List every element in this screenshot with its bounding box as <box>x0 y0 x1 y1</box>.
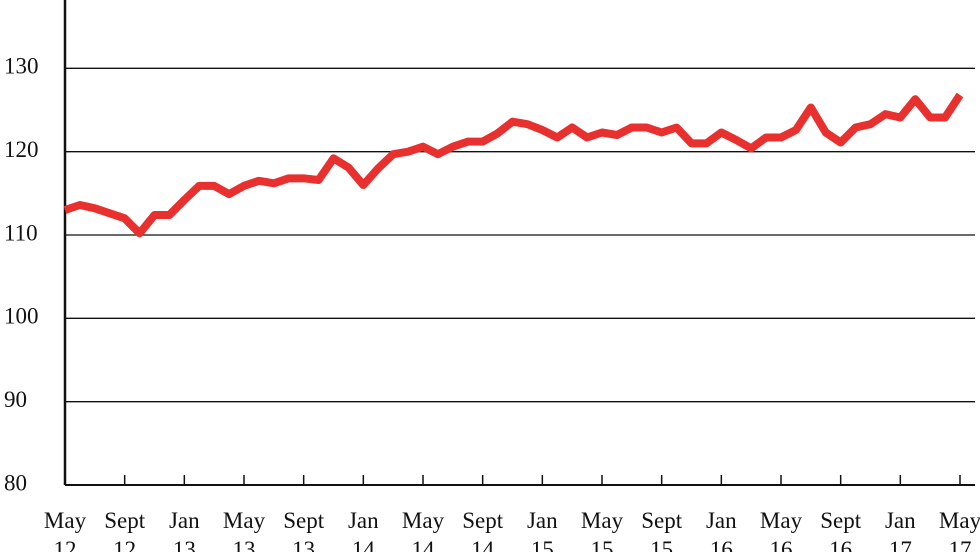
x-tick-label: Jan 15 <box>526 508 558 552</box>
x-tick-label: Sept 15 <box>641 508 683 552</box>
y-tick-label: 80 <box>4 470 27 495</box>
y-tick-label: 90 <box>4 387 27 412</box>
y-tick-label: 100 <box>4 304 39 329</box>
x-tick-label: Sept 12 <box>104 508 146 552</box>
x-tick-label: Sept 16 <box>820 508 862 552</box>
x-tick-label: Jan 17 <box>884 508 916 552</box>
x-tick-label: May 14 <box>401 508 445 552</box>
x-tick-label: Sept 13 <box>283 508 325 552</box>
x-tick-label: Sept 14 <box>462 508 504 552</box>
data-line <box>63 92 964 238</box>
y-tick-label: 110 <box>4 220 38 245</box>
y-tick-label: 120 <box>4 137 39 162</box>
y-tick-label: 130 <box>4 54 39 79</box>
x-tick-label: Jan 13 <box>168 508 200 552</box>
x-tick-label: Jan 16 <box>705 508 737 552</box>
x-tick-label: May 15 <box>580 508 624 552</box>
x-tick-label: May 16 <box>759 508 803 552</box>
x-tick-label: May 13 <box>222 508 266 552</box>
x-tick-label: Jan 14 <box>347 508 379 552</box>
x-tick-label: May 12 <box>43 508 87 552</box>
x-tick-label: May 17 <box>938 508 980 552</box>
